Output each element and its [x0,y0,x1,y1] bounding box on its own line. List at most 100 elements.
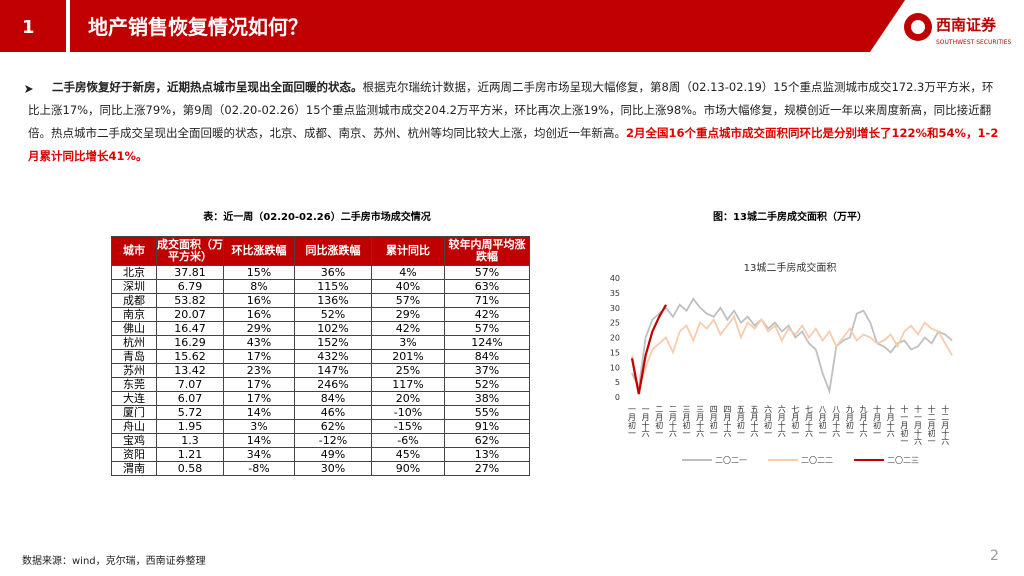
cell: 大连 [111,391,157,406]
cell: 84% [294,391,372,406]
cell: 6.79 [156,279,224,294]
cell: 42% [371,321,445,336]
cell: 6.07 [156,391,224,406]
cell: 124% [444,335,530,350]
header-cell: 环比涨跌幅 [223,236,295,266]
cell: 0.58 [156,461,224,476]
x-tick-label: 十月十六 [886,404,895,438]
cell: 17% [223,377,295,392]
row: 渭南 0.58 -8% 30% 90% 27% [111,461,530,476]
table: 城市 成交面积（万平方米） 环比涨跌幅 同比涨跌幅 累计同比 较年内周平均涨跌幅 北京 37.… [111,236,530,476]
cell: 杭州 [111,335,157,350]
cell: 17% [223,349,295,364]
body-text: 根据克尔瑞统计数据，近两周二手房市场呈现大幅修复，第8周（02.13-02.19… [28,80,994,140]
cell: 57% [371,293,445,308]
cell: 29% [223,321,295,336]
cell: 46% [294,405,372,420]
cell: 152% [294,335,372,350]
cell: 3% [223,419,295,434]
row: 舟山 1.95 3% 62% -15% 91% [111,419,530,434]
cell: 201% [371,349,445,364]
header-cell: 累计同比 [371,236,445,266]
title-band [70,0,905,52]
cell: 7.07 [156,377,224,392]
cell: 东莞 [111,377,157,392]
row: 杭州 16.29 43% 152% 3% 124% [111,335,530,350]
cell: -10% [371,405,445,420]
y-tick-label: 10 [610,363,620,372]
legend-label: 二〇二一 [715,456,747,465]
cell: 42% [444,307,530,322]
cell: 62% [294,419,372,434]
header-cell: 城市 [111,236,157,266]
x-tick-label: 十一月初一 [900,404,909,445]
header-row: 城市 成交面积（万平方米） 环比涨跌幅 同比涨跌幅 累计同比 较年内周平均涨跌幅 [111,236,530,266]
table-caption: 表：近一周（02.20-02.26）二手房市场成交情况 [203,212,431,223]
cell: 厦门 [111,405,157,420]
header-cell: 较年内周平均涨跌幅 [444,236,530,266]
cell: 16% [223,293,295,308]
cell: 34% [223,447,295,462]
x-tick-label: 六月十六 [777,404,786,438]
x-tick-label: 一月初一 [628,405,637,437]
y-tick-label: 5 [615,378,620,387]
cell: 36% [294,265,372,280]
cell: 91% [444,419,530,434]
row: 深圳 6.79 8% 115% 40% 63% [111,279,530,294]
series-line [631,297,953,395]
x-tick-label: 五月十六 [750,405,759,438]
x-tick-label: 一月十六 [641,405,650,438]
x-tick-label: 七月初一 [791,405,800,437]
cell: 15.62 [156,349,224,364]
chart-caption: 图：13城二手房成交面积（万平） [713,212,867,223]
lead: 二手房恢复好于新房，近期热点城市呈现出全面回暖的状态。 [52,80,363,94]
row: 资阳 1.21 34% 49% 45% 13% [111,447,530,462]
cell: 40% [371,279,445,294]
cell: 13.42 [156,363,224,378]
cell: 246% [294,377,372,392]
row: 佛山 16.47 29% 102% 42% 57% [111,321,530,336]
cell: 30% [294,461,372,476]
y-tick-label: 15 [610,348,620,357]
cell: 南京 [111,307,157,322]
y-tick-label: 20 [610,334,620,343]
cell: 17% [223,391,295,406]
y-tick-label: 35 [610,289,620,298]
row: 成都 53.82 16% 136% 57% 71% [111,293,530,308]
cell: 55% [444,405,530,420]
logo-icon-inner [911,20,925,34]
cell: 136% [294,293,372,308]
x-tick-label: 十二月初一 [927,404,936,445]
cell: 37.81 [156,265,224,280]
page-number: 2 [990,548,999,564]
cell: 16.29 [156,335,224,350]
cell: 53.82 [156,293,224,308]
chart: 13城二手房成交面积 0 5 10 15 20 25 30 35 40 一月初一 一月十六 二月初一 二月… [610,261,953,465]
x-tick-label: 四月初一 [709,405,718,437]
number-box [0,0,66,52]
header-cell: 成交面积（万平方米） [156,236,224,266]
cell: 佛山 [111,321,157,336]
header: 1 地产销售恢复情况如何？ 西南证券 SOUTHWEST SECURITIES [0,0,1012,52]
cell: -8% [223,461,295,476]
cell: 3% [371,335,445,350]
cell: 63% [444,279,530,294]
cell: 北京 [111,265,157,280]
series-line [631,314,953,392]
cell: -6% [371,433,445,448]
logo-text: 西南证券 [936,16,997,34]
chart-title: 13城二手房成交面积 [744,261,837,274]
cell: 深圳 [111,279,157,294]
cell: 84% [444,349,530,364]
x-tick-label: 八月十六 [832,405,841,438]
cell: 71% [444,293,530,308]
x-tick-label: 十月初一 [873,404,882,437]
cell: 117% [371,377,445,392]
x-tick-label: 二月初一 [655,405,664,437]
row: 厦门 5.72 14% 46% -10% 55% [111,405,530,420]
cell: -12% [294,433,372,448]
cell: 成都 [111,293,157,308]
cell: 渭南 [111,461,157,476]
cell: 14% [223,405,295,420]
